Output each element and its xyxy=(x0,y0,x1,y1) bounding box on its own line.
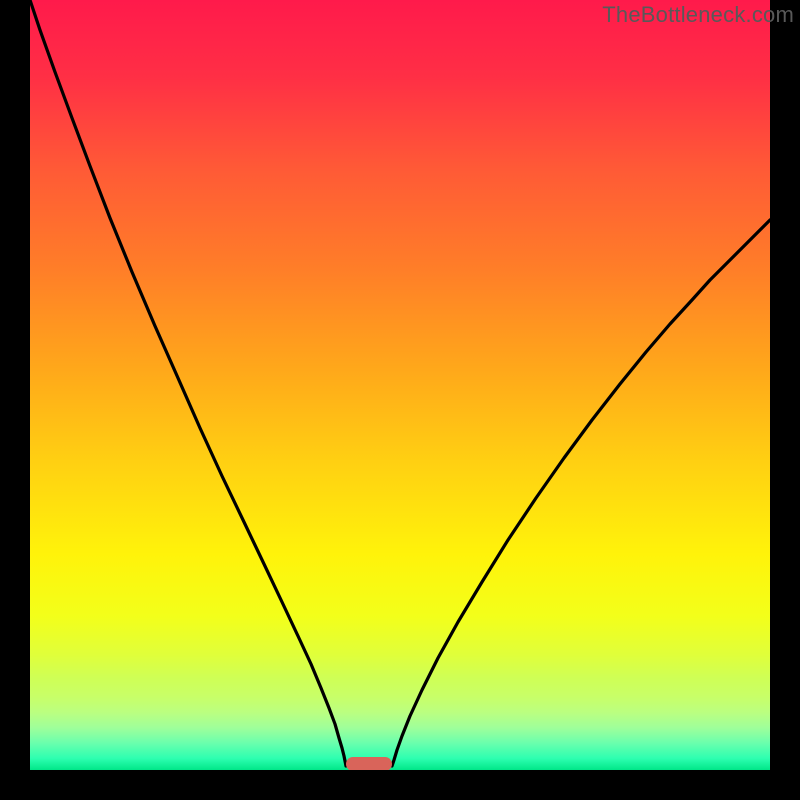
right-curve xyxy=(392,220,770,766)
curve-layer xyxy=(30,0,770,770)
plot-area xyxy=(30,0,770,770)
frame-left xyxy=(0,0,30,800)
chart-canvas: TheBottleneck.com xyxy=(0,0,800,800)
watermark-text: TheBottleneck.com xyxy=(602,2,794,28)
minimum-marker xyxy=(346,757,392,770)
frame-right xyxy=(770,0,800,800)
left-curve xyxy=(30,0,346,766)
frame-bottom xyxy=(0,770,800,800)
